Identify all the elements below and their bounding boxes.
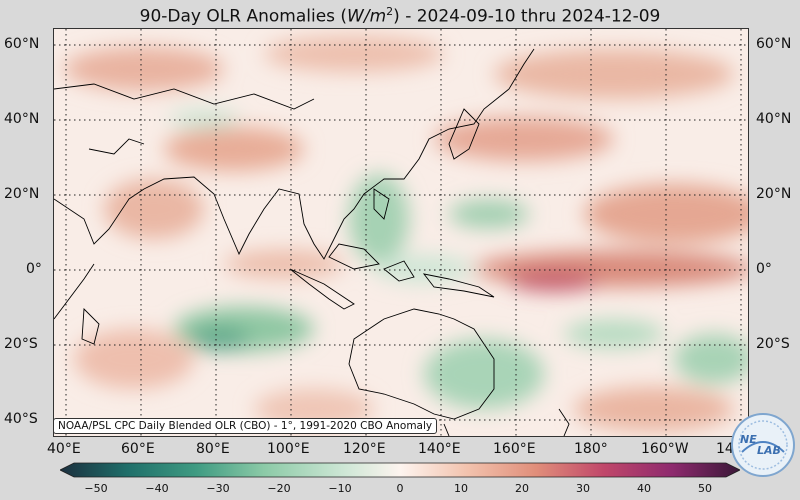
lat-label-20n: 20°N bbox=[4, 186, 40, 202]
lon-label-180: 180° bbox=[574, 441, 608, 457]
lon-label-140w-partial: 14 bbox=[716, 441, 734, 457]
psl-logo-icon: NE LAB bbox=[731, 413, 795, 477]
colorbar-tick: −40 bbox=[145, 482, 169, 495]
olr-anomaly-map bbox=[53, 28, 749, 437]
coastlines bbox=[54, 48, 570, 436]
lat-label-0: 0° bbox=[26, 261, 42, 277]
lon-label-80e: 80°E bbox=[196, 441, 230, 457]
anomaly-field bbox=[54, 29, 748, 436]
lon-label-140e: 140°E bbox=[418, 441, 461, 457]
lat-label-60n: 60°N bbox=[4, 36, 40, 52]
colorbar-tick: −50 bbox=[84, 482, 108, 495]
lat-label-20s: 20°S bbox=[4, 336, 38, 352]
lat-label-20n-right: 20°N bbox=[756, 186, 792, 202]
lat-label-40s: 40°S bbox=[4, 411, 38, 427]
lat-label-40n: 40°N bbox=[4, 111, 40, 127]
lon-label-40e: 40°E bbox=[47, 441, 81, 457]
colorbar-tick: 50 bbox=[698, 482, 712, 495]
lon-label-100e: 100°E bbox=[267, 441, 310, 457]
logo-text-top: NE bbox=[740, 433, 757, 446]
lat-label-40n-right: 40°N bbox=[756, 111, 792, 127]
lat-label-0-right: 0° bbox=[756, 261, 772, 277]
lon-label-120e: 120°E bbox=[343, 441, 386, 457]
colorbar-tick: 40 bbox=[637, 482, 651, 495]
colorbar bbox=[60, 462, 740, 478]
lat-label-60n-right: 60°N bbox=[756, 36, 792, 52]
colorbar-tick: −10 bbox=[328, 482, 352, 495]
colorbar-tick: 0 bbox=[396, 482, 404, 495]
data-source-note: NOAA/PSL CPC Daily Blended OLR (CBO) - 1… bbox=[53, 418, 438, 434]
colorbar-tick: 30 bbox=[576, 482, 590, 495]
colorbar-tick: −20 bbox=[267, 482, 291, 495]
lon-label-60e: 60°E bbox=[121, 441, 155, 457]
colorbar-tick: 10 bbox=[454, 482, 468, 495]
map-title: 90-Day OLR Anomalies (W/m2) - 2024-09-10… bbox=[139, 5, 661, 27]
lon-label-160w: 160°W bbox=[641, 441, 689, 457]
logo-text-bottom: LAB bbox=[757, 444, 781, 457]
lat-label-20s-right: 20°S bbox=[756, 336, 790, 352]
lon-label-160e: 160°E bbox=[493, 441, 536, 457]
colorbar-tick: −30 bbox=[206, 482, 230, 495]
colorbar-tick: 20 bbox=[515, 482, 529, 495]
